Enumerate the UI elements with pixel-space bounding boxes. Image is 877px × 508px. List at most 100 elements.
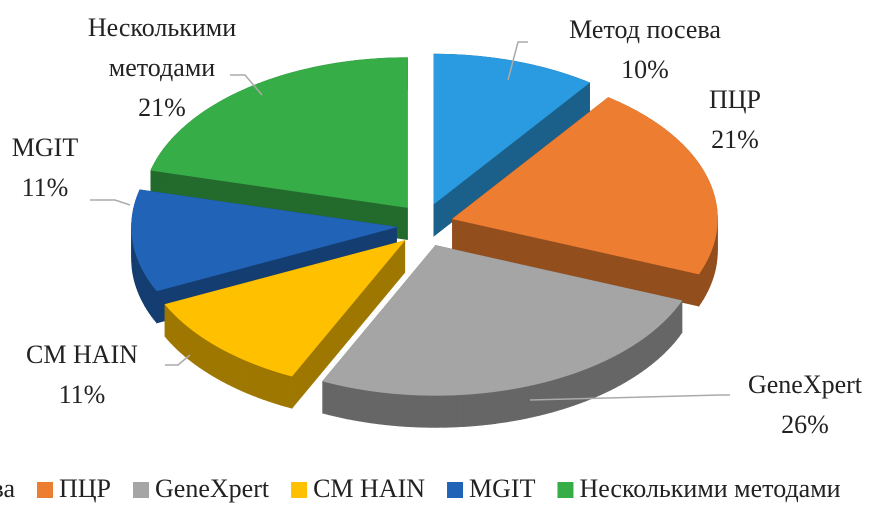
slice-side bbox=[573, 370, 580, 406]
data-label: Метод посева 10% bbox=[515, 10, 775, 90]
slice-side bbox=[653, 326, 659, 363]
slice-side bbox=[475, 392, 484, 427]
leader-line bbox=[230, 74, 263, 96]
slice-side bbox=[657, 323, 662, 360]
label-name: CM HAIN bbox=[26, 340, 138, 369]
slice-side bbox=[620, 349, 626, 386]
leader-line bbox=[90, 199, 131, 206]
slice-side bbox=[633, 341, 639, 378]
slice-side bbox=[550, 378, 558, 413]
slice-side bbox=[151, 283, 155, 321]
slice-side bbox=[650, 329, 655, 366]
slice-side bbox=[346, 386, 354, 421]
slice-side bbox=[391, 393, 399, 427]
slice-side bbox=[430, 395, 438, 428]
slice bbox=[131, 189, 397, 292]
slice-side bbox=[246, 360, 253, 396]
label-value: 11% bbox=[58, 380, 106, 409]
slice-side bbox=[252, 362, 259, 398]
slice-side bbox=[482, 392, 490, 426]
slice-side bbox=[212, 343, 218, 380]
slice-side bbox=[615, 352, 621, 388]
legend-label: ПЦР bbox=[59, 474, 111, 503]
legend-label: Метод посева bbox=[0, 474, 15, 503]
slice-side bbox=[568, 372, 575, 408]
slice-side bbox=[257, 364, 264, 400]
slice-side bbox=[462, 393, 471, 427]
slice-side bbox=[378, 391, 386, 426]
slice-side bbox=[661, 320, 666, 357]
slice-side bbox=[352, 387, 360, 422]
legend-swatch bbox=[447, 482, 464, 498]
slice-side bbox=[456, 394, 464, 428]
slice-side bbox=[231, 353, 238, 390]
slice-side bbox=[146, 276, 150, 314]
slice-side bbox=[469, 393, 477, 427]
slice-side bbox=[600, 359, 607, 396]
leader-line bbox=[165, 354, 191, 366]
slice-side bbox=[544, 380, 552, 415]
slice-side bbox=[676, 303, 680, 341]
slice-side bbox=[673, 306, 678, 344]
slice-side bbox=[148, 279, 152, 318]
leader-lines bbox=[90, 41, 730, 401]
slice-side bbox=[670, 310, 675, 347]
legend-label: MGIT bbox=[469, 474, 536, 503]
slice-side bbox=[404, 394, 412, 428]
label-name: ПЦР bbox=[708, 85, 761, 114]
slice-side bbox=[514, 387, 522, 421]
legend-swatch bbox=[557, 482, 574, 498]
slice-side bbox=[285, 374, 293, 409]
legend-swatch bbox=[291, 482, 308, 498]
slice-side bbox=[507, 388, 515, 423]
slice-side bbox=[144, 272, 148, 311]
label-value: 21% bbox=[711, 125, 759, 154]
slice-side bbox=[221, 348, 228, 385]
slice-side bbox=[203, 337, 209, 374]
slice-side bbox=[584, 366, 591, 402]
data-label: MGIT 11% bbox=[0, 128, 105, 208]
slice bbox=[164, 240, 406, 377]
slice-side bbox=[520, 385, 528, 420]
slice-side bbox=[495, 390, 503, 424]
slice-side bbox=[605, 357, 612, 393]
slice-side bbox=[365, 389, 373, 424]
leader-line bbox=[507, 41, 528, 81]
label-name: GeneXpert bbox=[747, 370, 863, 399]
slice-side bbox=[526, 384, 534, 419]
slice-side bbox=[698, 269, 702, 308]
pie bbox=[131, 53, 718, 428]
label-value: 26% bbox=[781, 410, 829, 439]
slice bbox=[451, 97, 718, 275]
slice-side bbox=[538, 381, 546, 416]
slice-side bbox=[236, 356, 243, 392]
leader-line bbox=[529, 394, 730, 401]
slice-side bbox=[443, 394, 451, 428]
slice-side bbox=[397, 393, 405, 427]
slice-side bbox=[279, 372, 287, 408]
label-name: MGIT bbox=[11, 133, 79, 162]
label-value: 10% bbox=[621, 55, 669, 84]
slice-side bbox=[262, 366, 270, 402]
slice-side bbox=[191, 329, 197, 366]
data-label: ПЦР 21% bbox=[675, 80, 795, 160]
legend-label: CM HAIN bbox=[313, 474, 425, 503]
legend: Метод посева ПЦР GeneXpert CM HAIN MGIT Неско… bbox=[0, 474, 841, 503]
label-name: Метод посева bbox=[569, 15, 721, 44]
slice-side bbox=[274, 370, 281, 406]
slice-side bbox=[195, 332, 201, 369]
slice-side bbox=[664, 316, 669, 354]
data-label: Несколькими методами 21% bbox=[62, 8, 262, 128]
slice-side bbox=[488, 391, 496, 425]
slice-side bbox=[417, 394, 425, 428]
label-value: 21% bbox=[138, 93, 186, 122]
data-label: CM HAIN 11% bbox=[0, 335, 182, 415]
slice-side bbox=[410, 394, 418, 428]
slice-side bbox=[610, 354, 617, 391]
slice-side bbox=[700, 266, 704, 304]
slice-side bbox=[208, 340, 214, 377]
slice-side bbox=[436, 395, 444, 428]
slice-side bbox=[268, 368, 275, 404]
slice-side bbox=[667, 313, 672, 351]
